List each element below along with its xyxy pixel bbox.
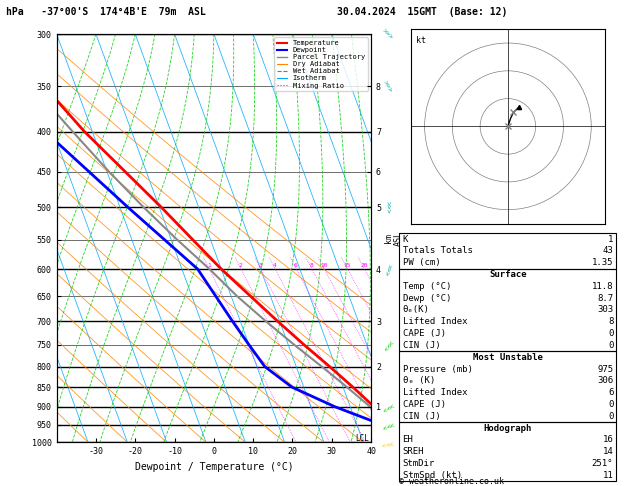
Text: kt: kt bbox=[416, 36, 426, 45]
Text: θₑ (K): θₑ (K) bbox=[403, 376, 435, 385]
Text: CAPE (J): CAPE (J) bbox=[403, 400, 445, 409]
Y-axis label: km
ASL: km ASL bbox=[384, 231, 403, 245]
X-axis label: Dewpoint / Temperature (°C): Dewpoint / Temperature (°C) bbox=[135, 462, 293, 472]
Text: >>>: >>> bbox=[382, 262, 392, 276]
Text: 0: 0 bbox=[608, 412, 613, 421]
Text: CIN (J): CIN (J) bbox=[403, 412, 440, 421]
Text: StmDir: StmDir bbox=[403, 459, 435, 468]
Text: 11.8: 11.8 bbox=[592, 282, 613, 291]
Text: CIN (J): CIN (J) bbox=[403, 341, 440, 350]
Text: 0: 0 bbox=[608, 341, 613, 350]
Text: 306: 306 bbox=[597, 376, 613, 385]
Text: Surface: Surface bbox=[489, 270, 526, 279]
Text: 10: 10 bbox=[320, 263, 328, 268]
Text: >>>: >>> bbox=[380, 438, 394, 446]
Text: 14: 14 bbox=[603, 447, 613, 456]
Text: hPa   -37°00'S  174°4B'E  79m  ASL: hPa -37°00'S 174°4B'E 79m ASL bbox=[6, 7, 206, 17]
Legend: Temperature, Dewpoint, Parcel Trajectory, Dry Adiabat, Wet Adiabat, Isotherm, Mi: Temperature, Dewpoint, Parcel Trajectory… bbox=[274, 37, 367, 91]
Text: 1: 1 bbox=[608, 235, 613, 243]
Text: Pressure (mb): Pressure (mb) bbox=[403, 364, 472, 374]
Text: 30.04.2024  15GMT  (Base: 12): 30.04.2024 15GMT (Base: 12) bbox=[337, 7, 507, 17]
Text: 0: 0 bbox=[608, 400, 613, 409]
Text: LCL: LCL bbox=[355, 434, 369, 443]
Text: 8.7: 8.7 bbox=[597, 294, 613, 303]
Text: >>>: >>> bbox=[381, 79, 392, 93]
Text: 303: 303 bbox=[597, 306, 613, 314]
Text: Lifted Index: Lifted Index bbox=[403, 317, 467, 326]
Text: PW (cm): PW (cm) bbox=[403, 258, 440, 267]
Text: Lifted Index: Lifted Index bbox=[403, 388, 467, 397]
Text: >>>: >>> bbox=[384, 201, 390, 214]
Text: θₑ(K): θₑ(K) bbox=[403, 306, 430, 314]
Text: >>>: >>> bbox=[380, 27, 394, 41]
Text: 8: 8 bbox=[608, 317, 613, 326]
Text: 43: 43 bbox=[603, 246, 613, 256]
Text: 11: 11 bbox=[603, 471, 613, 480]
Text: 20: 20 bbox=[360, 263, 367, 268]
Text: SREH: SREH bbox=[403, 447, 424, 456]
Text: K: K bbox=[403, 235, 408, 243]
Text: StmSpd (kt): StmSpd (kt) bbox=[403, 471, 462, 480]
Text: 2: 2 bbox=[238, 263, 242, 268]
Text: >>>: >>> bbox=[380, 401, 394, 412]
Text: 975: 975 bbox=[597, 364, 613, 374]
Text: 15: 15 bbox=[343, 263, 350, 268]
Text: 6: 6 bbox=[608, 388, 613, 397]
Text: 0: 0 bbox=[608, 329, 613, 338]
Text: 1.35: 1.35 bbox=[592, 258, 613, 267]
Text: 6: 6 bbox=[294, 263, 298, 268]
Text: © weatheronline.co.uk: © weatheronline.co.uk bbox=[399, 477, 504, 486]
Text: 16: 16 bbox=[603, 435, 613, 444]
Text: EH: EH bbox=[403, 435, 413, 444]
Text: 3: 3 bbox=[259, 263, 262, 268]
Text: >>>: >>> bbox=[381, 338, 393, 351]
Text: Most Unstable: Most Unstable bbox=[473, 353, 543, 362]
Text: Temp (°C): Temp (°C) bbox=[403, 282, 451, 291]
Text: Dewp (°C): Dewp (°C) bbox=[403, 294, 451, 303]
Text: >>>: >>> bbox=[380, 420, 394, 430]
Text: 251°: 251° bbox=[592, 459, 613, 468]
Text: Hodograph: Hodograph bbox=[484, 423, 532, 433]
Text: 8: 8 bbox=[309, 263, 313, 268]
Text: CAPE (J): CAPE (J) bbox=[403, 329, 445, 338]
Text: 4: 4 bbox=[273, 263, 277, 268]
Text: Totals Totals: Totals Totals bbox=[403, 246, 472, 256]
Text: 1: 1 bbox=[207, 263, 211, 268]
